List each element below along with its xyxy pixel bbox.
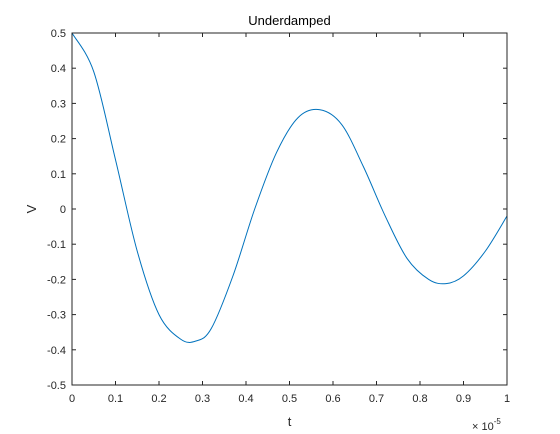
x-tick-label: 1 <box>504 393 510 405</box>
y-tick-label: -0.2 <box>47 274 66 286</box>
x-tick-label: 0 <box>69 393 75 405</box>
x-tick-label: 0.7 <box>369 393 384 405</box>
x-tick-label: 0.9 <box>456 393 471 405</box>
y-tick-label: 0.5 <box>51 28 66 40</box>
x-tick-label: 0.1 <box>108 393 123 405</box>
chart-title: Underdamped <box>248 13 330 28</box>
plot-area <box>72 33 507 385</box>
y-tick-label: -0.4 <box>47 345 66 357</box>
y-tick-label: 0 <box>60 204 66 216</box>
x-tick-label: 0.2 <box>151 393 166 405</box>
y-tick-label: 0.1 <box>51 169 66 181</box>
y-tick-label: -0.1 <box>47 239 66 251</box>
x-tick-label: 0.5 <box>282 393 297 405</box>
y-tick-label: 0.2 <box>51 134 66 146</box>
x-exponent-label: × 10-5 <box>472 417 501 433</box>
x-tick-label: 0.3 <box>195 393 210 405</box>
x-tick-label: 0.4 <box>238 393 253 405</box>
y-axis-label: V <box>24 204 39 213</box>
x-exponent-power: -5 <box>494 417 502 426</box>
y-tick-label: -0.5 <box>47 380 66 392</box>
y-tick-label: -0.3 <box>47 310 66 322</box>
x-axis-label: t <box>288 414 292 429</box>
axes-box <box>71 32 508 386</box>
x-ticks: 0 0.1 0.2 0.3 0.4 0.5 0.6 0.7 0.8 0.9 1 <box>69 33 510 405</box>
y-tick-label: 0.3 <box>51 98 66 110</box>
y-tick-label: 0.4 <box>51 63 66 75</box>
x-tick-label: 0.6 <box>325 393 340 405</box>
series-line <box>71 32 508 343</box>
x-tick-label: 0.8 <box>412 393 427 405</box>
x-exponent-base: × 10 <box>472 421 494 433</box>
